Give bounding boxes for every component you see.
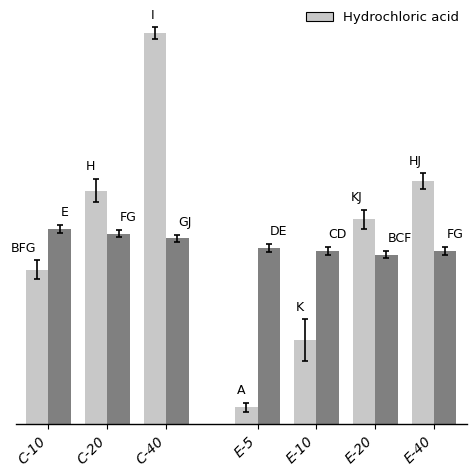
Text: E: E [61,206,69,219]
Bar [85,191,108,424]
Text: A: A [237,384,245,397]
Text: FG: FG [120,211,137,224]
Text: FG: FG [447,228,464,241]
Bar [375,255,398,424]
Text: H: H [86,161,95,173]
Bar [108,234,130,424]
Text: BCF: BCF [388,232,412,245]
Bar [144,33,166,424]
Bar [235,407,257,424]
Bar [257,248,280,424]
Text: DE: DE [270,225,287,238]
Bar [316,251,339,424]
Text: CD: CD [329,228,347,241]
Text: I: I [150,9,154,22]
Text: BFG: BFG [10,242,36,255]
Text: GJ: GJ [179,216,192,229]
Bar [26,270,48,424]
Bar [434,251,456,424]
Text: HJ: HJ [409,155,422,168]
Bar [48,229,71,424]
Bar [353,219,375,424]
Legend: Hydrochloric acid: Hydrochloric acid [301,6,465,29]
Bar [412,181,434,424]
Text: K: K [296,301,304,314]
Bar [294,340,316,424]
Bar [166,238,189,424]
Text: KJ: KJ [351,191,363,204]
